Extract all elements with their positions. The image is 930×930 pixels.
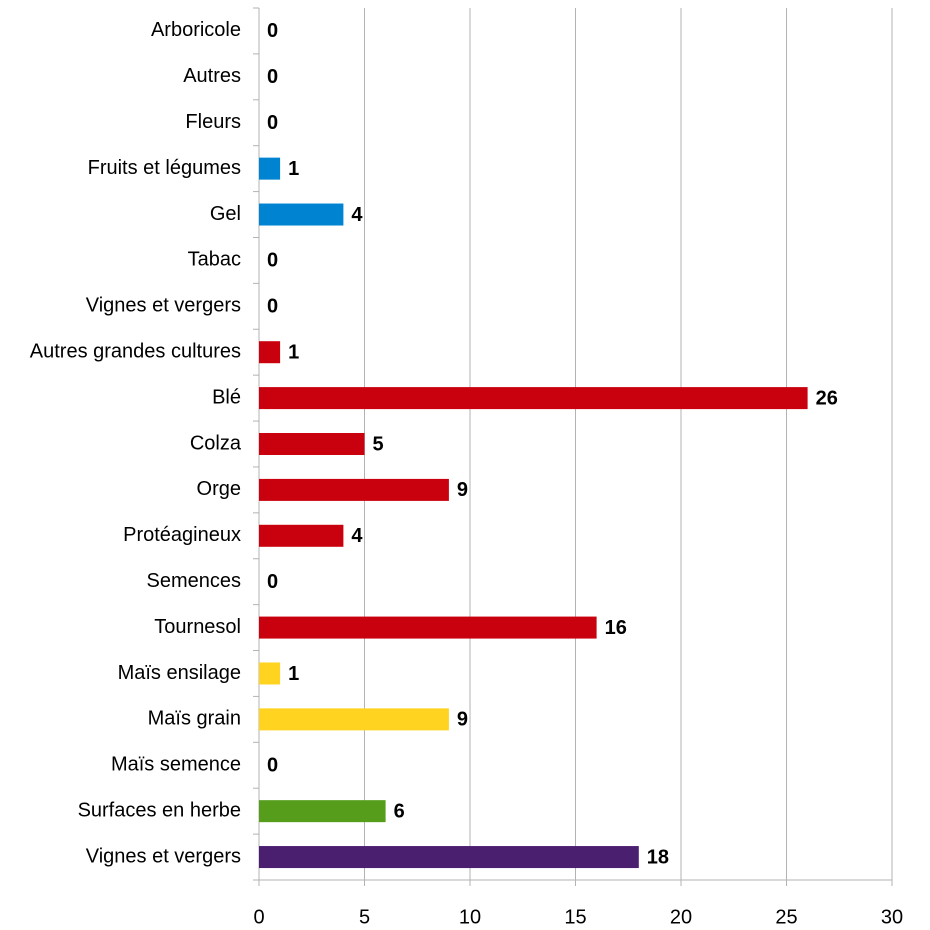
value-label: 4 <box>351 525 363 547</box>
bar <box>259 433 365 455</box>
value-label: 0 <box>267 20 278 42</box>
y-tick-label: Maïs ensilage <box>118 662 241 684</box>
value-label: 6 <box>394 800 405 822</box>
x-tick-label: 0 <box>253 906 264 928</box>
bar <box>259 616 597 639</box>
value-label: 4 <box>351 204 363 226</box>
value-label: 1 <box>288 663 299 685</box>
value-label: 9 <box>457 709 468 731</box>
value-label: 5 <box>373 433 384 455</box>
bar <box>259 157 281 180</box>
bar <box>259 478 449 501</box>
y-tick-label: Arboricole <box>151 19 241 41</box>
value-label: 16 <box>605 617 627 639</box>
y-tick-label: Tabac <box>188 249 241 271</box>
y-tick-label: Maïs semence <box>111 754 241 776</box>
y-tick-label: Surfaces en herbe <box>78 799 241 821</box>
bar <box>259 387 808 410</box>
bar <box>259 341 281 364</box>
y-tick-label: Semences <box>147 570 242 592</box>
value-label: 9 <box>457 479 468 501</box>
x-tick-label: 30 <box>881 906 903 928</box>
value-label: 1 <box>288 341 299 363</box>
bar <box>259 203 344 226</box>
y-tick-label: Orge <box>197 478 241 500</box>
value-label: 0 <box>267 66 278 88</box>
y-tick-label: Maïs grain <box>148 708 241 730</box>
bar <box>259 524 344 547</box>
value-label: 0 <box>267 112 278 134</box>
x-tick-label: 15 <box>564 906 586 928</box>
y-tick-label: Autres <box>183 65 241 87</box>
x-tick-label: 20 <box>670 906 692 928</box>
x-tick-label: 5 <box>359 906 370 928</box>
value-label: 1 <box>288 158 299 180</box>
y-tick-label: Tournesol <box>154 616 241 638</box>
y-tick-label: Blé <box>212 386 241 408</box>
value-label: 18 <box>647 846 669 868</box>
x-tick-label: 10 <box>459 906 481 928</box>
value-label: 0 <box>267 755 278 777</box>
bar <box>259 800 386 823</box>
y-tick-label: Vignes et vergers <box>86 845 241 867</box>
value-label: 0 <box>267 571 278 593</box>
value-label: 0 <box>267 250 278 272</box>
x-tick-label: 25 <box>775 906 797 928</box>
y-tick-label: Protéagineux <box>123 524 241 546</box>
value-label: 26 <box>816 387 838 409</box>
y-tick-label: Gel <box>210 203 241 225</box>
y-tick-label: Fruits et légumes <box>88 157 241 179</box>
y-tick-label: Fleurs <box>185 111 241 133</box>
bar <box>259 662 281 685</box>
y-tick-label: Vignes et vergers <box>86 295 241 317</box>
bar <box>259 708 449 731</box>
y-tick-label: Autres grandes cultures <box>30 340 241 362</box>
bar <box>259 846 639 869</box>
y-tick-label: Colza <box>190 432 242 454</box>
value-label: 0 <box>267 296 278 318</box>
